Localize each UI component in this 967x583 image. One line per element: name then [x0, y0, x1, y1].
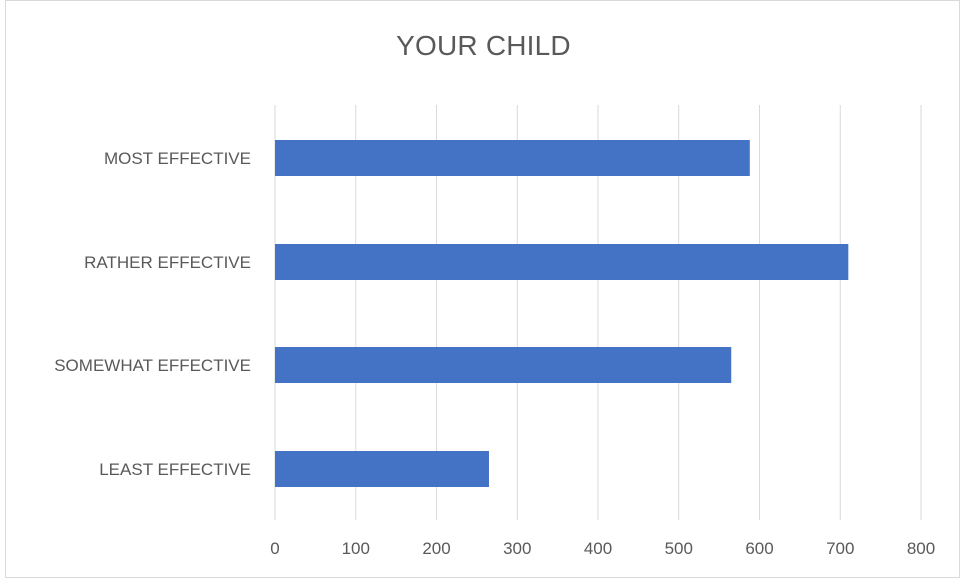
category-labels: MOST EFFECTIVE RATHER EFFECTIVE SOMEWHAT E… [54, 149, 251, 479]
x-tick-label: 600 [745, 539, 773, 558]
chart-title: YOUR CHILD [396, 30, 571, 61]
bar [275, 244, 849, 280]
bar [275, 140, 750, 176]
x-tick-label: 100 [342, 539, 370, 558]
category-label: SOMEWHAT EFFECTIVE [54, 356, 251, 375]
bar [275, 347, 732, 383]
x-tick-label: 400 [584, 539, 612, 558]
x-tick-label: 200 [422, 539, 450, 558]
category-label: MOST EFFECTIVE [104, 149, 251, 168]
x-tick-label: 700 [826, 539, 854, 558]
x-tick-label: 0 [270, 539, 279, 558]
bar [275, 451, 489, 487]
category-label: RATHER EFFECTIVE [84, 253, 251, 272]
x-tick-label: 300 [503, 539, 531, 558]
x-tick-label: 800 [907, 539, 935, 558]
category-label: LEAST EFFECTIVE [99, 460, 251, 479]
x-tick-label: 500 [665, 539, 693, 558]
bars [275, 140, 849, 487]
x-axis-tick-labels: 0 100 200 300 400 500 600 700 800 [270, 539, 935, 558]
